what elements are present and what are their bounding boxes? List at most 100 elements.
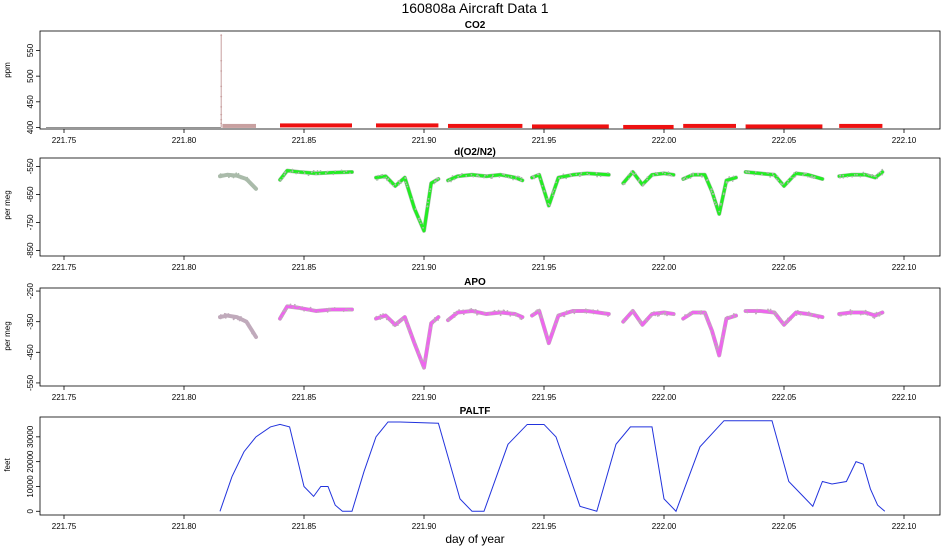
data-point (504, 176, 507, 179)
data-point (251, 332, 253, 335)
data-point (653, 311, 655, 313)
data-point (309, 306, 312, 309)
data-series (837, 311, 884, 318)
data-point (392, 184, 395, 187)
data-point (596, 175, 599, 178)
data-point (380, 174, 383, 177)
data-point (853, 173, 856, 176)
data-point (398, 181, 401, 184)
data-point (603, 312, 606, 315)
data-point (483, 312, 486, 314)
data-point (777, 179, 780, 182)
data-point (343, 171, 345, 174)
data-point (536, 173, 539, 176)
data-point (539, 314, 542, 316)
data-point (279, 178, 282, 181)
data-point (548, 338, 551, 341)
data-point (599, 175, 602, 178)
apo-y-axis-label: per meg (3, 321, 12, 350)
data-point (328, 309, 331, 312)
y-tick-label: 0 (26, 509, 35, 514)
data-point (866, 313, 869, 316)
data-point (661, 171, 664, 174)
x-tick-label: 222.10 (892, 136, 917, 145)
data-point (713, 197, 716, 200)
data-point (458, 309, 460, 311)
data-point (806, 175, 809, 178)
x-tick-label: 221.75 (52, 136, 77, 145)
data-point (555, 323, 557, 326)
data-point (849, 309, 852, 311)
data-point (667, 174, 669, 177)
data-point (630, 310, 633, 312)
data-point (795, 171, 798, 173)
data-point (783, 321, 786, 324)
data-point (497, 310, 499, 313)
data-point (422, 226, 425, 229)
data-point (282, 310, 284, 312)
data-point (469, 308, 472, 311)
x-tick-label: 221.80 (172, 136, 197, 145)
data-point (472, 175, 475, 178)
data-segment (683, 123, 736, 128)
data-point (565, 310, 568, 313)
data-point (318, 172, 321, 175)
data-point (247, 178, 250, 181)
o2n2-panel: d(O2/N2) per meg 221.75 221.80 221.85 221.9… (3, 147, 941, 272)
data-point (483, 174, 486, 177)
data-point (375, 178, 378, 181)
data-series (744, 170, 824, 188)
data-point (585, 311, 588, 314)
data-point (862, 313, 864, 316)
data-point (457, 175, 460, 178)
data-point (414, 341, 416, 344)
data-point (781, 322, 784, 325)
data-point (237, 318, 239, 321)
data-point (807, 311, 810, 314)
data-point (473, 309, 475, 311)
data-point (697, 311, 700, 314)
data-point (514, 178, 517, 181)
data-point (385, 316, 388, 319)
y-tick-label: 400 (26, 120, 35, 134)
data-point (782, 182, 785, 185)
data-segment (448, 123, 523, 128)
data-point (622, 183, 625, 185)
y-tick-label: -250 (26, 283, 35, 300)
data-point (667, 171, 670, 174)
data-point (558, 177, 561, 180)
data-point (242, 178, 245, 180)
data-series (530, 171, 611, 208)
data-point (221, 173, 223, 176)
data-point (870, 174, 873, 177)
data-point (462, 313, 465, 316)
x-tick-label: 221.90 (412, 136, 437, 145)
data-point (394, 325, 396, 328)
data-point (785, 322, 788, 325)
data-point (448, 319, 451, 322)
data-point (298, 307, 301, 310)
data-point (633, 312, 636, 315)
data-point (846, 175, 849, 178)
data-point (392, 324, 395, 327)
data-point (873, 175, 876, 178)
data-point (312, 309, 315, 312)
data-point (512, 178, 514, 181)
data-point (519, 316, 521, 319)
data-point (540, 316, 543, 319)
data-point (553, 188, 556, 190)
data-point (803, 172, 806, 175)
data-point (623, 182, 626, 185)
data-point (518, 176, 521, 178)
x-tick-label: 221.85 (292, 136, 317, 145)
data-point (623, 320, 626, 323)
data-point (700, 310, 703, 312)
data-point (293, 303, 296, 306)
data-point (691, 313, 694, 315)
data-point (238, 319, 241, 322)
data-point (227, 176, 230, 179)
data-point (633, 173, 635, 176)
data-point (317, 310, 320, 313)
data-point (772, 311, 775, 314)
data-point (433, 318, 436, 321)
